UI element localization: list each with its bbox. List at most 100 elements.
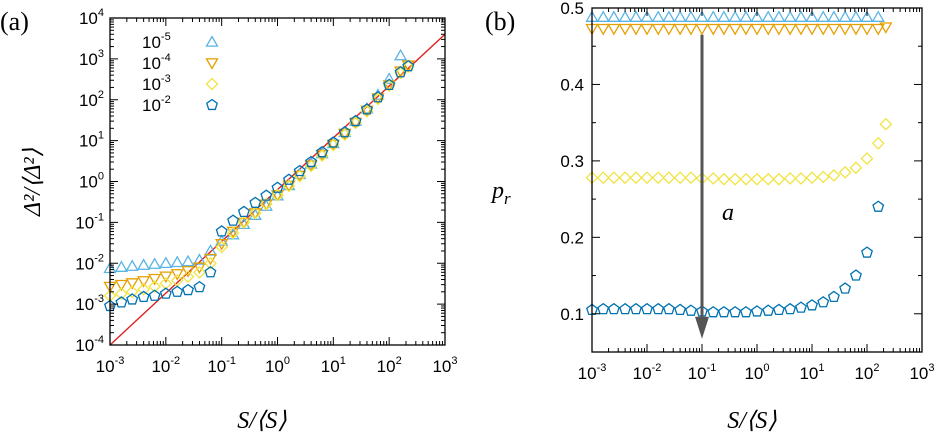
data-point	[248, 206, 262, 220]
x-tick-label: 10-2	[151, 355, 180, 376]
data-point	[271, 181, 284, 193]
data-point	[728, 10, 742, 22]
arrow-label: a	[722, 200, 734, 226]
data-point	[706, 172, 720, 185]
data-point	[717, 305, 730, 318]
data-point	[596, 171, 610, 185]
x-tick-label: 101	[799, 362, 824, 383]
panel-a: (a) 10-3 10-2 10-1 100 101 102 103 10-410-310-…	[0, 7, 458, 434]
series-b-1	[585, 22, 893, 36]
data-point	[181, 270, 195, 284]
x-tick-label-base: 10	[633, 364, 652, 383]
panel-b-y-label: pr	[490, 178, 511, 208]
data-point	[181, 266, 195, 278]
data-point	[827, 10, 841, 22]
data-point	[227, 214, 240, 226]
y-tick-label-base: 10	[79, 9, 98, 28]
panel-b-y-ticks: 0.1 0.2 0.3 0.4 0.5	[560, 0, 922, 324]
data-point	[137, 282, 151, 296]
data-point	[641, 302, 653, 315]
x-tick-label-base: 10	[207, 357, 226, 376]
x-tick-label: 102	[377, 355, 402, 376]
data-point	[629, 10, 643, 22]
x-tick-label-base: 10	[909, 364, 928, 383]
y-tick-label-exp: 4	[98, 7, 104, 19]
data-point	[684, 171, 698, 185]
data-point	[772, 23, 786, 36]
data-point	[707, 305, 720, 318]
data-point	[115, 296, 128, 308]
y-tick-label: 104	[79, 7, 104, 28]
series-a-2	[103, 60, 415, 303]
legend-marker	[205, 58, 219, 70]
y-tick-label-exp: 0	[98, 171, 104, 183]
data-point	[597, 302, 610, 315]
legend-marker	[206, 98, 218, 111]
panel-b-frame	[591, 7, 923, 353]
data-point	[170, 255, 184, 268]
data-point	[662, 23, 676, 36]
legend-label-exp: -5	[161, 31, 171, 43]
panel-b-markers	[585, 10, 893, 318]
data-point	[750, 23, 764, 36]
data-point	[739, 10, 753, 22]
data-point	[137, 290, 150, 303]
y-tick-label-base: 10	[75, 254, 94, 273]
data-point	[114, 260, 129, 272]
data-point	[382, 72, 396, 84]
series-b-3	[586, 200, 885, 318]
data-point	[259, 197, 273, 211]
data-point	[305, 155, 318, 168]
data-point	[260, 189, 273, 201]
data-point	[607, 302, 620, 315]
data-point	[805, 23, 819, 36]
data-point	[401, 60, 415, 73]
legend-marker	[205, 35, 219, 47]
data-point	[729, 305, 742, 318]
y-tick-label: 10-2	[75, 252, 104, 273]
data-point	[338, 125, 351, 138]
panel-a-x-ticks: 10-3 10-2 10-1 100 101 102 103	[96, 18, 458, 376]
data-point	[827, 23, 841, 36]
x-tick-label: 103	[909, 362, 934, 383]
y-tick-label-exp: 1	[98, 130, 104, 142]
series-b-0	[585, 10, 885, 22]
data-point	[371, 90, 384, 103]
data-point	[673, 171, 687, 185]
x-tick-label-base: 10	[321, 357, 340, 376]
x-tick-label: 10-3	[578, 362, 607, 383]
data-point	[618, 23, 632, 36]
data-point	[607, 10, 621, 22]
x-tick-label-base: 10	[151, 357, 170, 376]
data-point	[226, 226, 240, 240]
y-tick-label-exp: -1	[94, 211, 104, 223]
data-point	[338, 128, 352, 142]
x-tick-label-base: 10	[432, 357, 451, 376]
data-point	[171, 285, 184, 297]
data-point	[629, 23, 643, 36]
data-point	[717, 172, 731, 186]
x-tick-label: 100	[265, 355, 290, 376]
panel-a-y-label: Δ²/⟨Δ²⟩	[20, 147, 46, 217]
data-point	[182, 283, 195, 296]
data-point	[839, 282, 852, 294]
panel-b-x-label: S/⟨S⟩	[727, 408, 777, 434]
data-point	[326, 138, 340, 152]
data-point	[618, 171, 632, 185]
data-point	[125, 285, 139, 299]
legend-label-exp: -3	[161, 73, 171, 85]
data-point	[805, 171, 819, 185]
data-point	[349, 116, 362, 130]
data-point	[761, 172, 775, 186]
data-point	[394, 66, 407, 80]
x-tick-label-base: 10	[265, 357, 284, 376]
arrow	[695, 34, 709, 339]
legend-label-base: 10	[142, 75, 161, 94]
data-point	[695, 10, 709, 22]
data-point	[282, 173, 295, 185]
data-point	[717, 23, 731, 36]
data-point	[728, 172, 742, 186]
data-point	[794, 23, 808, 36]
data-point	[838, 165, 852, 179]
